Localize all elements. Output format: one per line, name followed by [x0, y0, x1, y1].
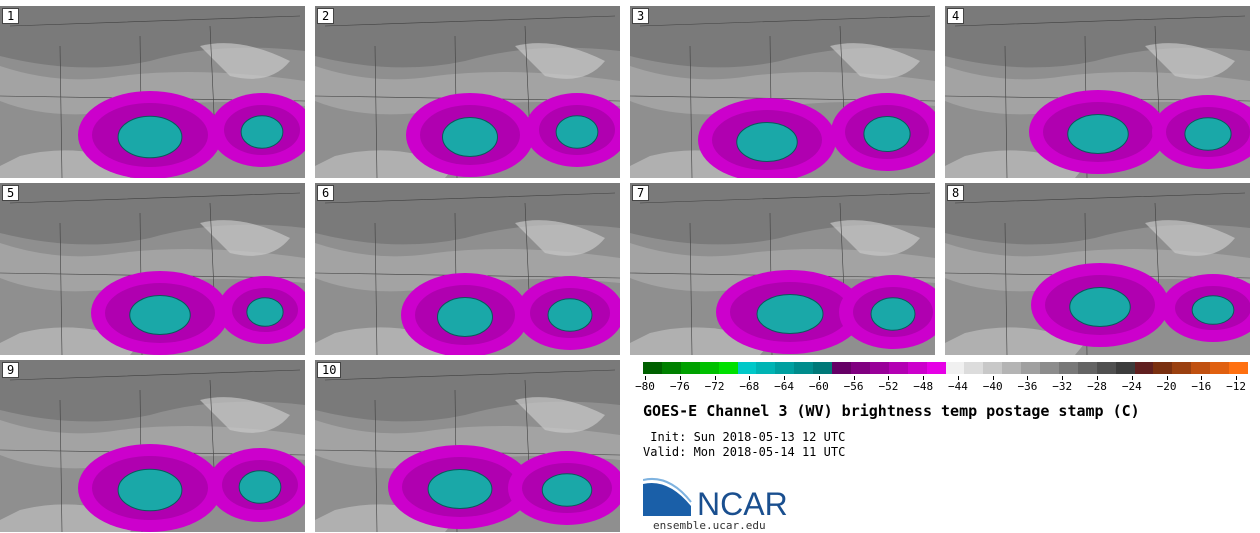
panel-number: 10 [317, 362, 342, 378]
panel-number: 4 [947, 8, 965, 24]
colorbar-tick [853, 376, 855, 380]
colorbar-swatch [1040, 362, 1059, 374]
colorbar-swatch [1077, 362, 1097, 374]
colorbar-tick [992, 376, 994, 380]
colorbar-swatch [907, 362, 927, 374]
colorbar-ticks: −80 −76 −72 −68 −64 −60 −56 −52 −48 −44 −40 −36 −32 −… [635, 376, 1248, 396]
panel-number: 7 [632, 185, 650, 201]
stamp-panel-7: 7 [630, 183, 935, 355]
colorbar-swatch [1021, 362, 1041, 374]
colorbar-tick-label: −36 [1017, 380, 1038, 393]
colorbar-swatch [680, 362, 700, 374]
colorbar-tick-label: −56 [843, 380, 864, 393]
panel-number: 2 [317, 8, 335, 24]
stamp-panel-10: 10 [315, 360, 620, 532]
colorbar-tick-label: −52 [878, 380, 899, 393]
ncar-logo: NCAR [643, 478, 788, 520]
colorbar-swatch [794, 362, 814, 374]
colorbar-tick-label: −44 [947, 380, 968, 393]
colorbar-tick [714, 376, 716, 380]
figure-title: GOES-E Channel 3 (WV) brightness temp po… [643, 402, 1140, 420]
stamp-panel-6: 6 [315, 183, 620, 355]
panel-number: 9 [2, 362, 20, 378]
colorbar [643, 362, 1248, 374]
colorbar-swatch [1115, 362, 1135, 374]
colorbar-tick [1201, 376, 1203, 380]
colorbar-swatch [1002, 362, 1022, 374]
colorbar-swatch [1134, 362, 1154, 374]
colorbar-tick-label: −72 [704, 380, 725, 393]
colorbar-swatch [756, 362, 776, 374]
colorbar-swatch [926, 362, 946, 374]
stamp-panel-9: 9 [0, 360, 305, 532]
colorbar-tick-label: −76 [669, 380, 690, 393]
colorbar-swatch [945, 362, 965, 374]
colorbar-tick-label: −28 [1087, 380, 1107, 393]
colorbar-swatch [737, 362, 757, 374]
panel-number: 6 [317, 185, 335, 201]
colorbar-swatch [983, 362, 1003, 374]
panel-number: 3 [632, 8, 650, 24]
colorbar-swatch [1210, 362, 1230, 374]
colorbar-swatch [1058, 362, 1078, 374]
colorbar-tick-label: −80 [635, 380, 655, 393]
colorbar-tick-label: −12 [1226, 380, 1247, 393]
colorbar-swatch [661, 362, 681, 374]
colorbar-swatch [1229, 362, 1248, 374]
stamp-panel-1: 1 [0, 6, 305, 178]
valid-time: Valid: Mon 2018-05-14 11 UTC [643, 445, 846, 459]
colorbar-tick [923, 376, 925, 380]
panel-number: 5 [2, 185, 20, 201]
logo-text: NCAR [697, 486, 788, 520]
colorbar-tick [1236, 376, 1238, 380]
colorbar-tick [888, 376, 890, 380]
colorbar-tick-label: −32 [1052, 380, 1073, 393]
colorbar-tick [645, 376, 646, 380]
colorbar-swatch [1153, 362, 1173, 374]
stamp-panel-5: 5 [0, 183, 305, 355]
colorbar-tick [679, 376, 681, 380]
colorbar-swatch [1191, 362, 1211, 374]
colorbar-swatch [964, 362, 984, 374]
stamp-panel-3: 3 [630, 6, 935, 178]
panel-number: 1 [2, 8, 20, 24]
colorbar-tick-label: −48 [913, 380, 934, 393]
colorbar-tick [1027, 376, 1029, 380]
stamp-panel-2: 2 [315, 6, 620, 178]
colorbar-swatch [1172, 362, 1192, 374]
stamp-panel-8: 8 [945, 183, 1250, 355]
colorbar-tick [957, 376, 959, 380]
colorbar-tick-label: −20 [1156, 380, 1177, 393]
colorbar-swatch [699, 362, 719, 374]
panel-number: 8 [947, 185, 965, 201]
colorbar-tick-label: −16 [1191, 380, 1212, 393]
colorbar-swatch [718, 362, 738, 374]
website-url: ensemble.ucar.edu [653, 519, 766, 532]
colorbar-tick-label: −24 [1121, 380, 1142, 393]
init-time: Init: Sun 2018-05-13 12 UTC [643, 430, 846, 444]
colorbar-tick-label: −60 [808, 380, 829, 393]
colorbar-tick-label: −40 [982, 380, 1003, 393]
colorbar-swatch [775, 362, 795, 374]
colorbar-swatch [888, 362, 908, 374]
colorbar-tick [749, 376, 751, 380]
colorbar-swatch [850, 362, 870, 374]
colorbar-tick [818, 376, 820, 380]
colorbar-tick [1131, 376, 1133, 380]
colorbar-tick [1166, 376, 1168, 380]
stamp-panel-4: 4 [945, 6, 1250, 178]
colorbar-tick-label: −68 [739, 380, 760, 393]
colorbar-swatch [832, 362, 851, 374]
colorbar-swatch [869, 362, 889, 374]
colorbar-swatch [643, 362, 662, 374]
colorbar-tick [784, 376, 786, 380]
colorbar-tick [1097, 376, 1098, 380]
colorbar-tick-label: −64 [774, 380, 795, 393]
colorbar-swatch [813, 362, 833, 374]
colorbar-tick [1062, 376, 1064, 380]
colorbar-swatch [1096, 362, 1116, 374]
